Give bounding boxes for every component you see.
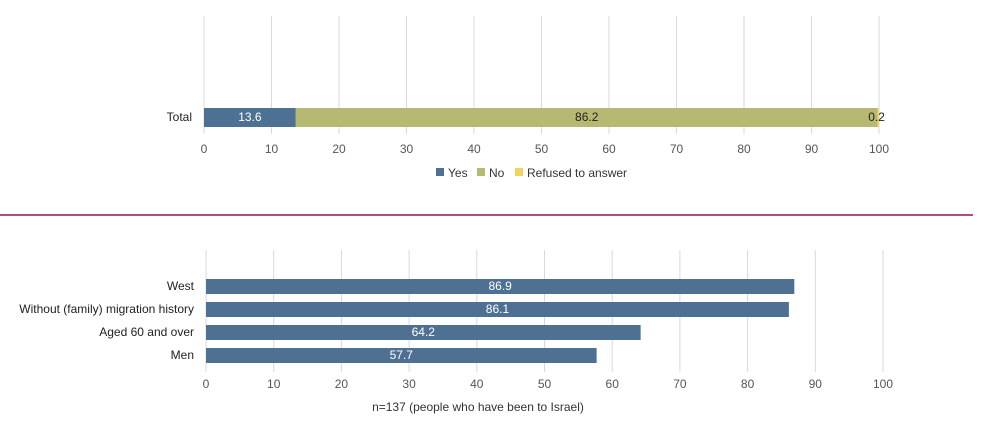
- chart1-x-ticks: 0 10 20 30 40 50 60 70 80 90 100: [201, 142, 890, 156]
- chart2-x-tick: 80: [741, 377, 755, 391]
- chart1-x-tick: 30: [400, 142, 414, 156]
- chart1-label-yes: 13.6: [238, 110, 262, 124]
- chart2-label-men: 57.7: [390, 348, 414, 362]
- chart2-x-tick: 90: [809, 377, 823, 391]
- chart2-label-migration: 86.1: [486, 302, 510, 316]
- legend-label-refused: Refused to answer: [527, 166, 627, 180]
- chart1-bar-no: [295, 108, 878, 127]
- chart2-x-tick: 20: [335, 377, 349, 391]
- chart1-x-tick: 80: [737, 142, 751, 156]
- chart1-x-tick: 40: [467, 142, 481, 156]
- chart1-label-no: 86.2: [575, 110, 599, 124]
- legend-swatch-refused: [515, 168, 523, 176]
- chart1-x-tick: 20: [332, 142, 346, 156]
- chart2-label-west: 86.9: [488, 279, 512, 293]
- chart2-x-tick: 50: [538, 377, 552, 391]
- chart1-legend: Yes No Refused to answer: [436, 166, 627, 180]
- chart2-label-aged60: 64.2: [412, 325, 436, 339]
- chart1-category-total: Total: [167, 110, 192, 124]
- chart2-x-tick: 30: [402, 377, 416, 391]
- chart2-x-tick: 70: [673, 377, 687, 391]
- chart2-x-tick: 0: [203, 377, 210, 391]
- chart2-x-tick: 60: [606, 377, 620, 391]
- chart1-x-tick: 90: [805, 142, 819, 156]
- chart2-category-west: West: [167, 279, 195, 293]
- chart2-category-migration: Without (family) migration history: [19, 302, 194, 316]
- chart1-bar-refused: [877, 108, 880, 127]
- legend-swatch-yes: [436, 168, 444, 176]
- chart2-x-tick: 100: [873, 377, 893, 391]
- chart2-bar-west: [206, 279, 795, 294]
- legend-label-no: No: [489, 166, 505, 180]
- chart2-x-tick: 10: [267, 377, 281, 391]
- chart1-bar-yes: [204, 108, 296, 127]
- chart2-category-men: Men: [171, 348, 194, 362]
- chart1-x-tick: 100: [869, 142, 889, 156]
- chart1-x-tick: 50: [535, 142, 549, 156]
- chart2-bar-aged60: [206, 325, 641, 340]
- chart1-x-tick: 10: [265, 142, 279, 156]
- chart2-bars: [206, 279, 795, 363]
- chart2-x-ticks: 0 10 20 30 40 50 60 70 80 90 100: [203, 377, 894, 391]
- chart2-category-aged60: Aged 60 and over: [99, 325, 194, 339]
- chart2-x-tick: 40: [470, 377, 484, 391]
- legend-swatch-no: [477, 168, 485, 176]
- chart1-label-refused: 0.2: [868, 110, 885, 124]
- chart1-x-tick: 0: [201, 142, 208, 156]
- chart2-note: n=137 (people who have been to Israel): [372, 400, 584, 414]
- chart2-bar-men: [206, 348, 597, 363]
- chart1-x-tick: 70: [670, 142, 684, 156]
- legend-label-yes: Yes: [448, 166, 468, 180]
- chart2-bar-migration: [206, 302, 789, 317]
- chart1-x-tick: 60: [602, 142, 616, 156]
